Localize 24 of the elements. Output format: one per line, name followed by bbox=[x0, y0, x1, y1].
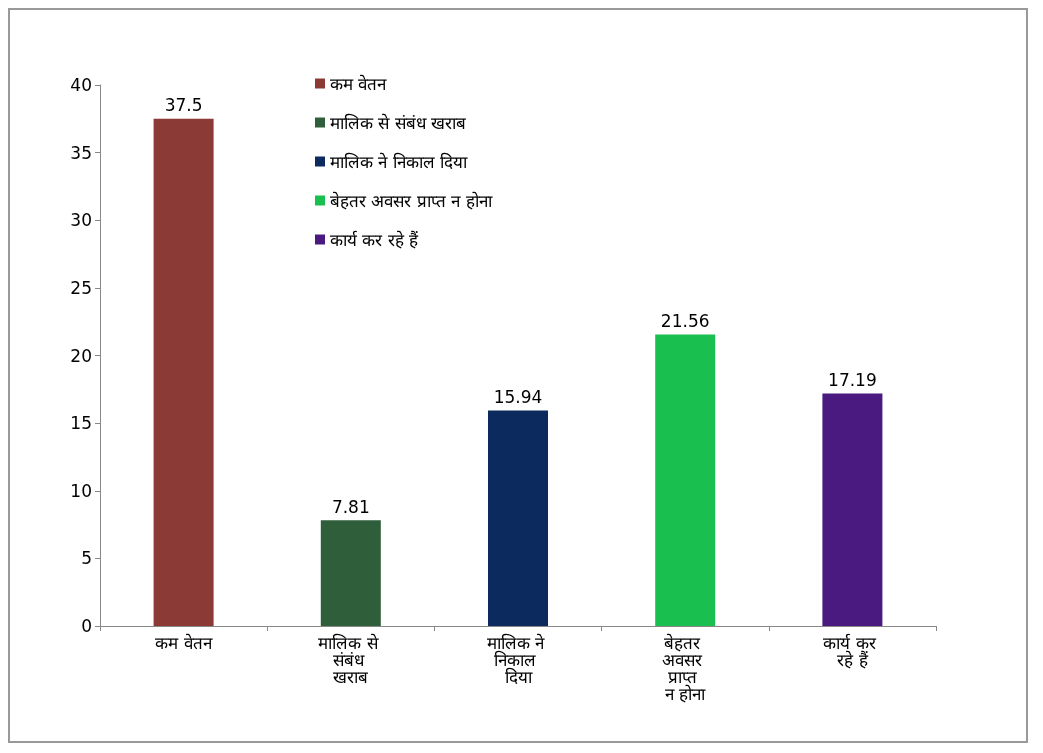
legend-label: मालिक से संबंध खराब bbox=[330, 112, 467, 133]
x-tick-label: मालिक से संबंध खराब bbox=[318, 632, 384, 687]
x-tick-label: बेहतर अवसर प्राप्त न होना bbox=[662, 632, 708, 704]
data-label: 17.19 bbox=[828, 370, 877, 391]
legend-label: मालिक ने निकाल दिया bbox=[330, 151, 469, 172]
y-tick-label: 20 bbox=[70, 345, 92, 366]
data-label: 37.5 bbox=[164, 95, 203, 116]
data-label: 21.56 bbox=[660, 310, 710, 331]
x-tick-label: मालिक ने निकाल दिया bbox=[486, 632, 550, 687]
data-label: 15.94 bbox=[493, 386, 543, 407]
y-tick-label: 25 bbox=[70, 277, 92, 298]
x-tick-label: कम वेतन bbox=[155, 632, 213, 653]
y-tick-label: 35 bbox=[70, 142, 92, 163]
x-tick-label: कार्य कर रहे हैं bbox=[823, 632, 882, 670]
data-label: 7.81 bbox=[331, 496, 370, 517]
y-tick-label: 5 bbox=[81, 548, 92, 569]
legend-label: बेहतर अवसर प्राप्त न होना bbox=[330, 190, 493, 211]
legend-label: कम वेतन bbox=[330, 73, 388, 94]
legend-label: कार्य कर रहे हैं bbox=[330, 229, 420, 250]
y-tick-label: 0 bbox=[81, 616, 92, 636]
y-tick-label: 40 bbox=[70, 75, 92, 95]
y-tick-label: 30 bbox=[70, 210, 92, 231]
y-tick-label: 10 bbox=[70, 480, 92, 501]
y-tick-label: 15 bbox=[70, 413, 92, 434]
